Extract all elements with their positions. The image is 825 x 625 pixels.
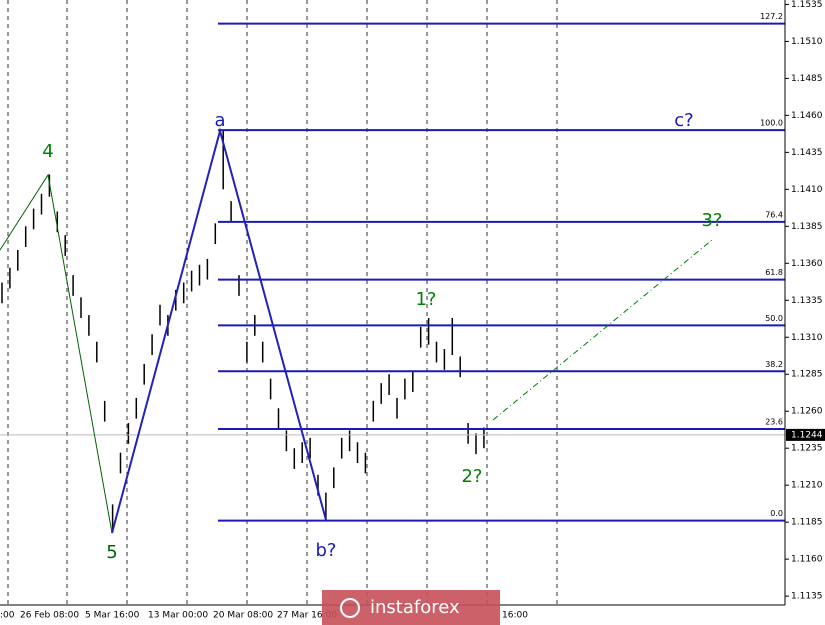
x-tick-label: 26 Feb 08:00 xyxy=(20,611,79,621)
y-tick-label: 1.1410 xyxy=(791,185,823,195)
wave-label: b? xyxy=(316,540,337,561)
wave-label: 5 xyxy=(106,542,117,563)
wave-label: 1? xyxy=(415,289,436,310)
y-tick-label: 1.1510 xyxy=(791,37,823,47)
fib-label: 0.0 xyxy=(770,509,783,518)
fib-label: 127.2 xyxy=(760,12,783,21)
projection-line xyxy=(492,239,713,421)
fib-label: 76.4 xyxy=(765,210,783,219)
fib-label: 61.8 xyxy=(765,268,783,277)
wave-line xyxy=(111,127,327,534)
y-tick-label: 1.1385 xyxy=(791,222,823,232)
y-tick-label: 1.1210 xyxy=(791,481,823,491)
wave-label: 4 xyxy=(42,141,53,162)
fib-levels: 127.2 100.0 76.4 61.8 50.0 38.2 23.6 0.0 xyxy=(0,12,785,522)
fib-label: 50.0 xyxy=(765,314,783,323)
y-tick-label: 1.1435 xyxy=(791,148,823,158)
grid xyxy=(7,0,558,605)
current-price-box xyxy=(786,428,825,441)
wave-label: a xyxy=(214,110,225,131)
y-tick-label: 1.1360 xyxy=(791,259,823,269)
y-tick-label: 1.1160 xyxy=(791,555,823,565)
y-tick-label: 1.1535 xyxy=(791,0,823,10)
watermark-box xyxy=(322,590,500,625)
wave-label: 3? xyxy=(701,210,722,231)
wave-labels: 4 5 a b? c? 1? 2? 3? xyxy=(42,110,722,563)
x-tick-label: 5 Mar 16:00 xyxy=(85,611,140,621)
wave-label: 2? xyxy=(461,466,482,487)
watermark: instaforex xyxy=(322,590,500,625)
watermark-icon xyxy=(340,598,360,618)
y-tick-label: 1.1335 xyxy=(791,296,823,306)
y-tick-label: 1.1460 xyxy=(791,111,823,121)
y-tick-label: 1.1285 xyxy=(791,370,823,380)
x-tick-label: 20 Mar 08:00 xyxy=(213,611,273,621)
y-tick-label: 1.1235 xyxy=(791,444,823,454)
y-tick-label: 1.1260 xyxy=(791,407,823,417)
fib-label: 100.0 xyxy=(760,119,783,128)
y-tick-label: 1.1185 xyxy=(791,518,823,528)
watermark-text: instaforex xyxy=(370,597,460,618)
x-tick-label: :00 xyxy=(0,611,15,621)
fib-label: 38.2 xyxy=(765,360,783,369)
x-tick-label: 13 Mar 00:00 xyxy=(148,611,208,621)
y-tick-label: 1.1485 xyxy=(791,74,823,84)
fib-label: 23.6 xyxy=(765,417,783,426)
wave-label: c? xyxy=(674,110,693,131)
y-tick-label: 1.1135 xyxy=(791,592,823,602)
x-tick-label: 16:00 xyxy=(502,611,528,621)
x-tick-label: 27 Mar 16:00 xyxy=(277,611,337,621)
current-price-label: 1.1244 xyxy=(791,430,823,440)
wave-line xyxy=(0,173,113,534)
y-tick-label: 1.1310 xyxy=(791,333,823,343)
